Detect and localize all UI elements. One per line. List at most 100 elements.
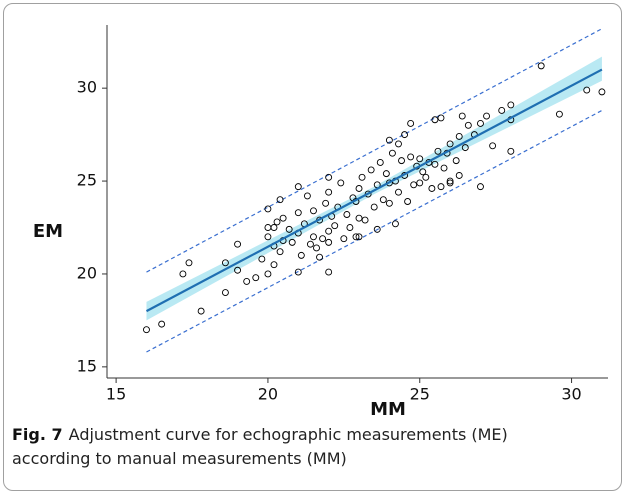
point [355,233,363,241]
point [143,326,150,334]
y-axis-label: EM [33,221,63,242]
point [385,136,393,144]
point [346,224,354,231]
point [446,179,454,187]
point [401,131,409,139]
point [288,238,296,246]
point [331,222,339,230]
chart: EM MM 15 20 25 30 15 20 25 30 [33,25,608,420]
point [158,320,166,328]
point [455,172,463,179]
point [325,227,333,235]
point [264,233,272,241]
point [419,168,427,176]
point [458,112,466,120]
point [464,121,472,129]
point [234,240,242,248]
point [258,255,266,263]
point [507,147,515,155]
point [498,107,506,114]
point [446,177,454,185]
caption: Fig. 7 Adjustment curve for echographic m… [12,423,508,471]
point [382,170,390,178]
point [434,147,442,155]
point [385,199,393,207]
point [431,160,439,168]
point [555,110,563,118]
point [431,116,439,124]
point [197,307,205,315]
point [270,261,278,269]
point [316,253,323,261]
y-tick-label: 30 [77,78,97,97]
point [285,225,293,233]
point [446,140,454,148]
point [361,216,369,224]
point [477,183,484,191]
point [310,233,317,241]
x-tick-label: 25 [410,385,430,404]
point [325,173,333,181]
point [477,120,484,127]
point [489,142,497,150]
caption-line: according to manual measurements (MM) [12,449,347,468]
point [455,133,463,140]
point [352,233,360,241]
point [276,248,284,256]
point [294,268,302,276]
point [395,140,402,148]
point [297,251,305,259]
point [179,270,187,278]
point [340,235,348,243]
y-tick-label: 25 [77,171,97,190]
point [407,120,415,127]
point [422,173,430,181]
x-axis-label: MM [370,399,406,420]
point [583,86,591,94]
point [370,203,378,211]
point [325,268,333,276]
prediction-interval [146,109,603,353]
point [294,183,302,191]
point [185,259,193,267]
point [325,188,333,196]
point [437,183,445,191]
point [376,159,384,166]
point [264,205,272,213]
y-tick-label: 15 [77,356,97,375]
point [325,238,333,246]
point [388,149,396,157]
point [294,209,302,217]
caption-label: Fig. 7 [12,425,63,444]
point [355,185,363,192]
point [358,173,366,181]
point [276,196,284,204]
point [398,157,405,165]
point [252,274,260,282]
point [303,192,311,200]
point [507,101,515,109]
prediction-interval [146,28,603,273]
point [322,199,330,207]
figure-frame [3,3,622,491]
point [404,198,412,205]
point [234,266,242,274]
point [379,196,387,204]
point [416,179,424,187]
point [461,144,469,152]
y-tick-label: 20 [77,263,97,282]
x-tick-label: 15 [106,385,126,404]
caption-line: Adjustment curve for echographic measure… [68,425,508,444]
point [270,224,278,231]
point [313,244,320,252]
point [437,114,445,122]
point [410,181,418,189]
point [355,214,363,222]
point [416,155,424,163]
point [392,220,399,228]
point [279,214,287,222]
fit-line [145,68,603,313]
point [221,259,229,267]
point [598,88,606,96]
